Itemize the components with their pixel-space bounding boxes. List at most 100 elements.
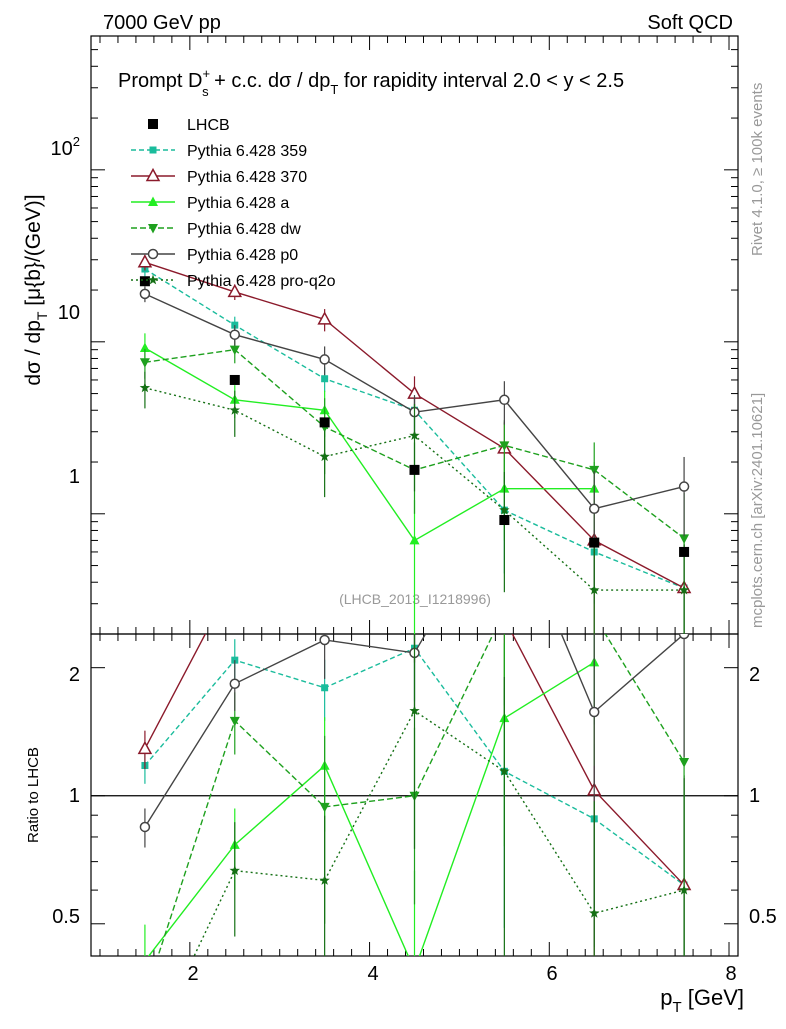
data-marker — [139, 276, 150, 287]
ratio-y-tick-labels: 0.5 1 2 0.5 1 2 — [52, 664, 777, 928]
data-marker — [498, 612, 510, 623]
triangle-marker — [409, 534, 420, 545]
data-marker — [140, 992, 150, 1002]
data-marker — [229, 374, 240, 385]
star-marker — [409, 705, 420, 716]
x-tick-label: 4 — [367, 963, 378, 985]
data-marker — [229, 865, 240, 876]
legend-entry: Pythia 6.428 a — [131, 195, 289, 212]
square-marker — [319, 417, 330, 428]
x-tick-label: 6 — [546, 963, 557, 985]
star-marker — [499, 765, 510, 776]
triangle-marker — [139, 342, 150, 353]
data-marker — [679, 758, 690, 768]
data-marker — [678, 481, 690, 492]
data-marker — [139, 821, 151, 833]
title-middle: + c.c. dσ / dp — [209, 70, 331, 92]
square-marker — [409, 464, 420, 475]
data-marker — [499, 441, 510, 451]
circle-marker — [499, 394, 510, 406]
data-marker — [410, 965, 420, 975]
data-marker — [139, 358, 150, 368]
data-marker — [229, 404, 240, 415]
ratio-y-tick-label-left: 0.5 — [52, 906, 80, 928]
ratio-y-tick-label-left: 1 — [69, 785, 80, 807]
data-marker — [678, 584, 690, 595]
series-LHCB — [139, 276, 690, 557]
star-marker — [139, 382, 151, 393]
circle-marker — [588, 706, 600, 718]
data-marker — [499, 394, 510, 406]
data-marker — [679, 534, 690, 544]
data-marker — [588, 706, 600, 718]
data-marker — [147, 248, 159, 260]
data-marker — [409, 705, 420, 716]
square-marker — [149, 146, 157, 154]
data-marker — [229, 571, 241, 582]
ratio-line — [147, 661, 595, 956]
data-marker — [139, 342, 150, 353]
data-marker — [227, 283, 243, 298]
star-marker — [499, 504, 510, 515]
data-marker — [319, 451, 330, 462]
data-marker — [589, 537, 600, 548]
data-marker — [679, 546, 690, 557]
legend-entry: Pythia 6.428 dw — [131, 221, 301, 238]
data-marker — [149, 146, 157, 154]
triangle-marker — [319, 534, 331, 545]
legend-label: Pythia 6.428 pro-q2o — [187, 273, 336, 290]
axis-ticks — [91, 35, 738, 956]
triangle-marker — [148, 196, 158, 206]
legend-label: Pythia 6.428 a — [187, 195, 289, 212]
circle-marker — [588, 503, 600, 514]
star-marker — [229, 404, 240, 415]
triangle-marker — [137, 740, 153, 755]
data-marker — [499, 607, 509, 617]
legend-entry: LHCB — [148, 117, 230, 134]
plot-title: Prompt D+ s + c.c. dσ / dpT for rapidity … — [118, 66, 624, 99]
data-marker — [319, 634, 330, 646]
data-marker — [148, 224, 158, 234]
series-pro-q2o-ratio — [193, 634, 690, 956]
legend-entry: Pythia 6.428 370 — [131, 167, 307, 186]
ratio-y-axis-label: Ratio to LHCB — [25, 747, 42, 843]
data-marker — [139, 382, 151, 393]
circle-marker — [319, 634, 330, 646]
series-pro-q2o-main — [139, 371, 690, 634]
main-plot-area — [137, 254, 692, 634]
data-marker — [139, 288, 151, 300]
data-marker — [499, 504, 510, 515]
ratio-y-tick-label-right: 2 — [749, 664, 760, 686]
legend-label: Pythia 6.428 370 — [187, 169, 307, 186]
x-tick-labels: 2 4 6 8 — [187, 963, 736, 985]
data-marker — [148, 196, 158, 206]
x-tick-label: 2 — [187, 963, 198, 985]
triangle-marker — [145, 167, 161, 182]
square-marker — [229, 374, 240, 385]
star-marker — [319, 451, 330, 462]
mcplots-label: mcplots.cern.ch [arXiv:2401.10621] — [749, 393, 766, 628]
square-marker — [139, 276, 150, 287]
circle-marker — [229, 678, 241, 690]
data-marker — [229, 678, 241, 690]
data-marker — [319, 534, 331, 545]
triangle-marker — [227, 283, 243, 298]
y-axis-label: dσ / dpT [μ{b}/(GeV)] — [22, 194, 50, 385]
triangle-down-marker — [319, 802, 330, 813]
triangle-marker — [317, 311, 332, 325]
triangle-marker — [229, 571, 241, 582]
legend-entry: Pythia 6.428 pro-q2o — [131, 273, 336, 290]
circle-marker — [678, 481, 690, 492]
title-suffix: for rapidity interval 2.0 < y < 2.5 — [338, 70, 624, 92]
square-marker — [589, 537, 600, 548]
square-marker — [321, 375, 329, 383]
data-marker — [144, 955, 146, 956]
data-marker — [678, 634, 690, 640]
title-sup: + — [202, 66, 210, 81]
square-marker — [321, 684, 329, 692]
square-marker — [148, 119, 158, 129]
circle-marker — [139, 288, 151, 300]
triangle-down-marker — [140, 992, 150, 1002]
title-sub: s — [202, 84, 209, 99]
